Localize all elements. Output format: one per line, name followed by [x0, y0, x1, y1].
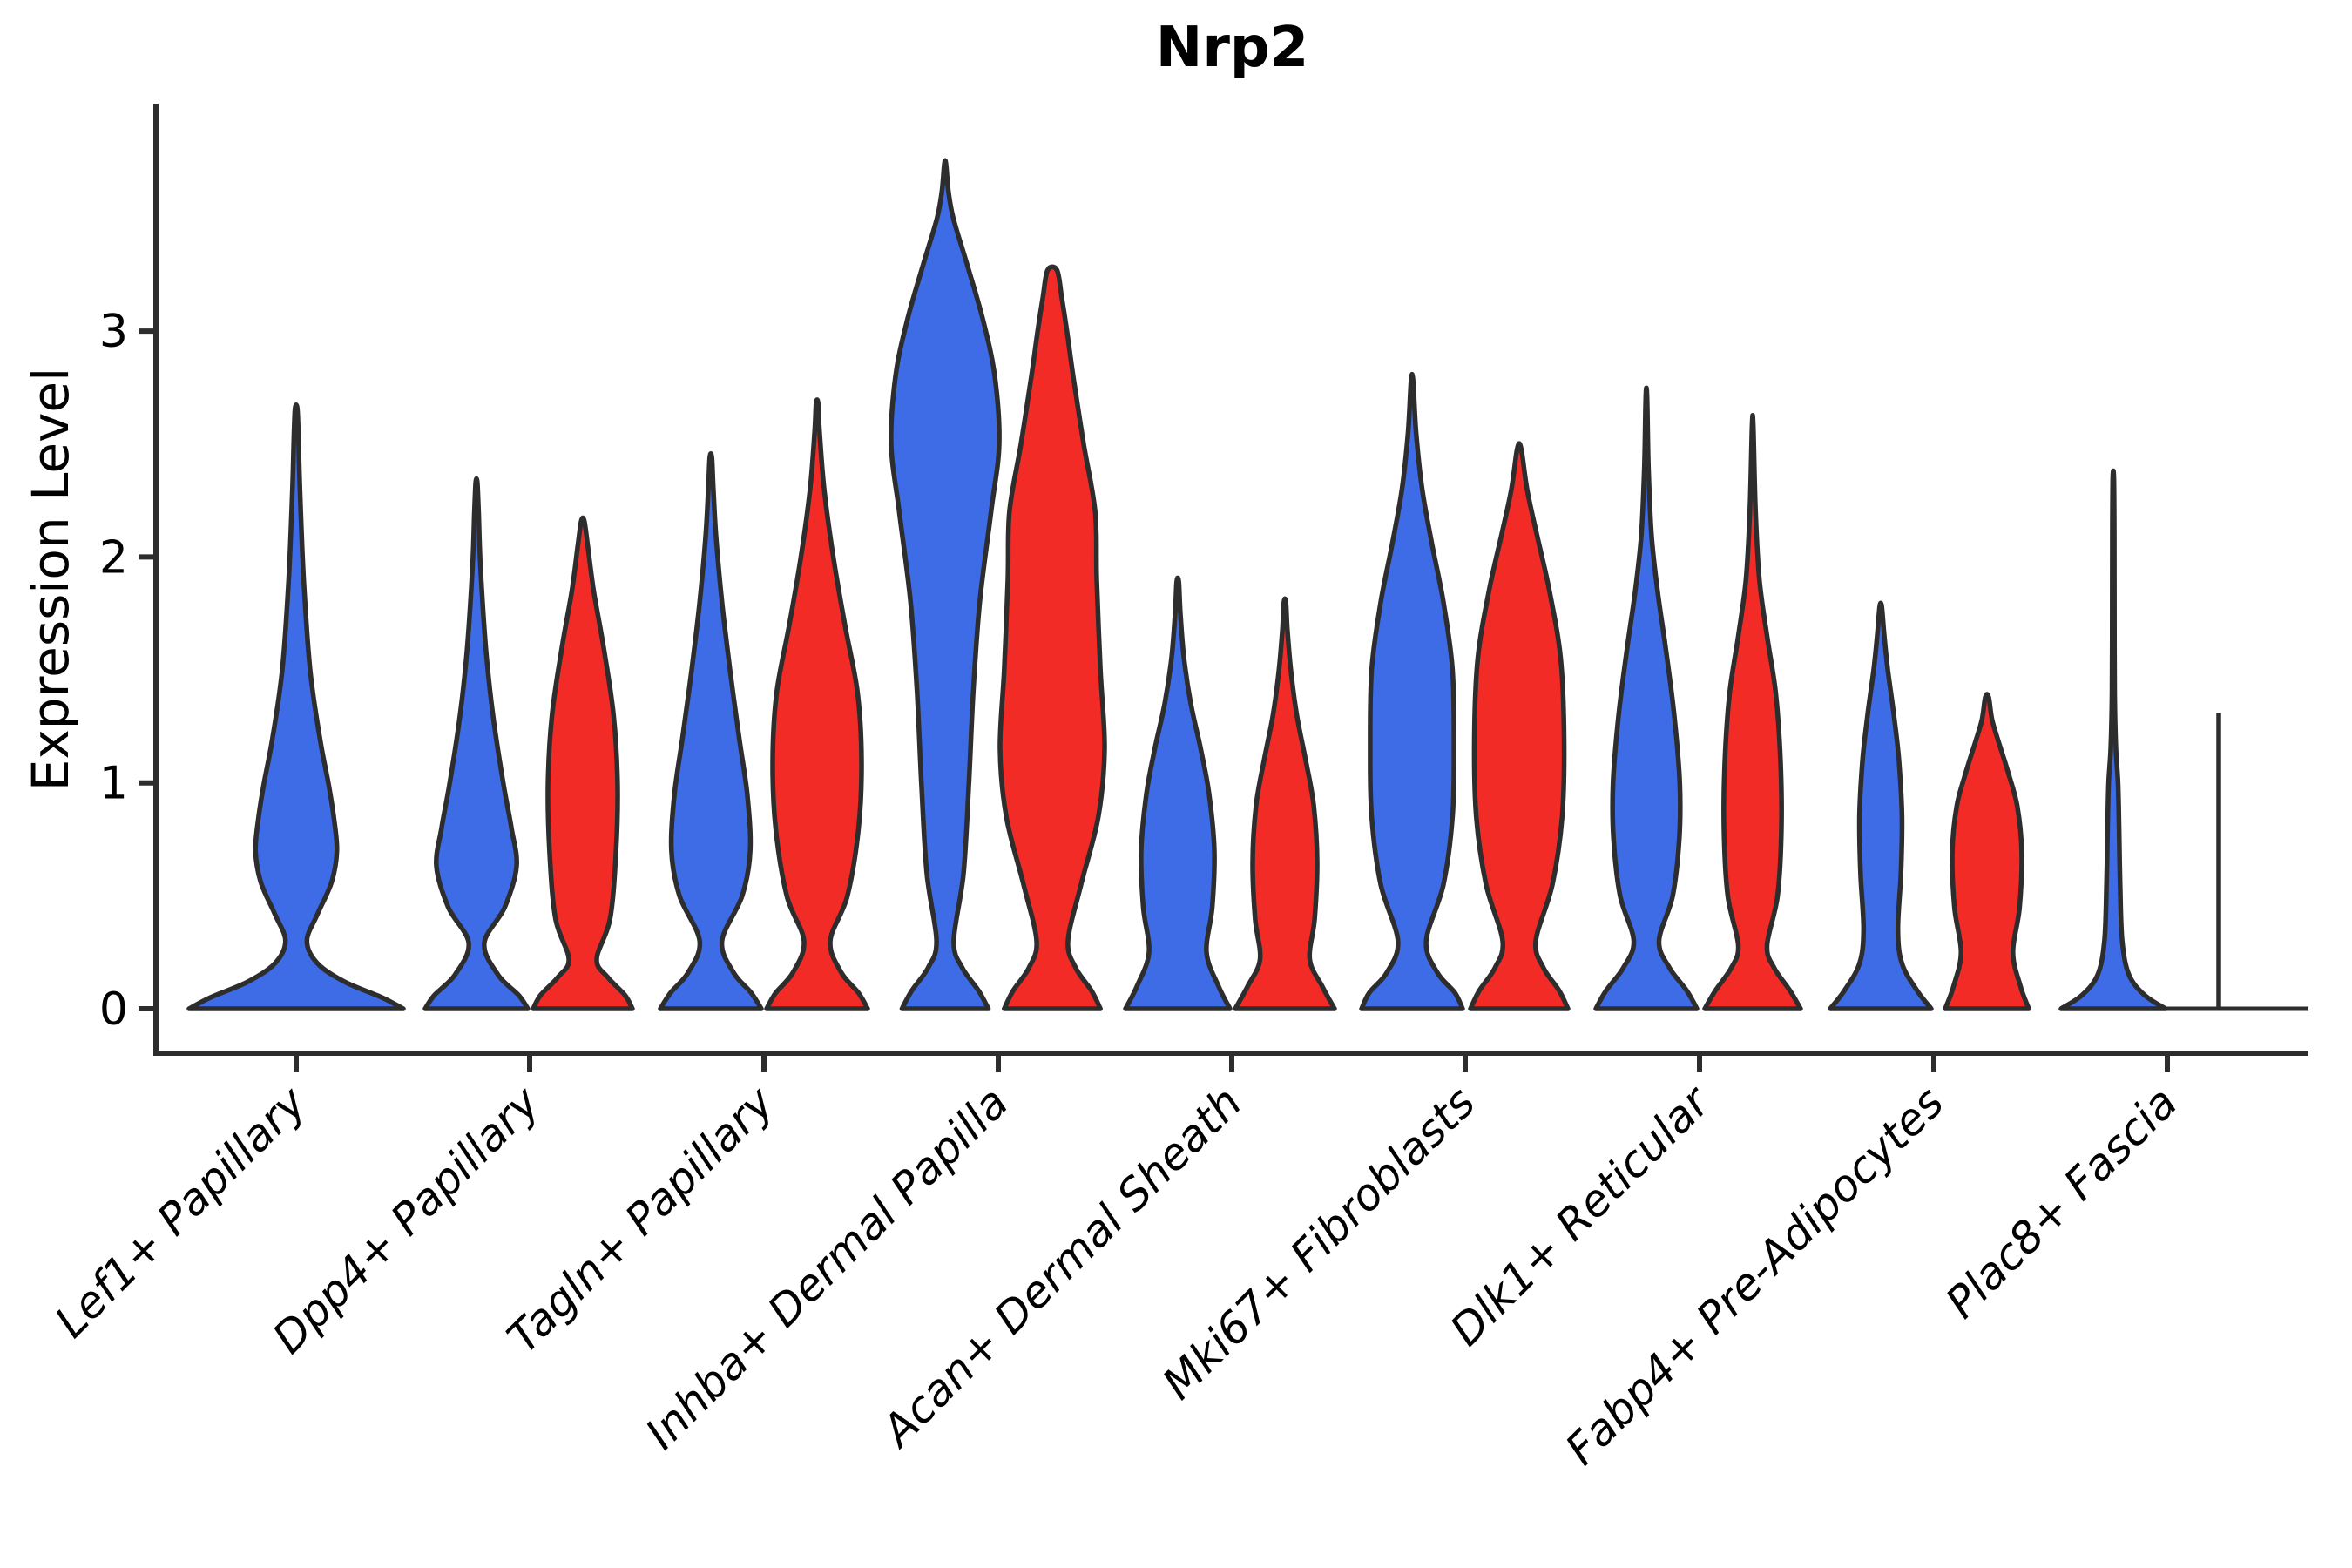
violin-blue	[889, 158, 1002, 1011]
violin-red	[997, 264, 1107, 1011]
violin-red	[764, 397, 870, 1011]
violin-blue	[658, 451, 764, 1011]
violin-red	[1702, 412, 1803, 1011]
y-tick-label: 2	[99, 531, 128, 584]
violin-red	[1233, 596, 1337, 1011]
violin-blue	[422, 476, 531, 1011]
violin-blue	[1593, 385, 1700, 1011]
violin-red	[1468, 441, 1571, 1011]
violin-blue	[1123, 575, 1233, 1011]
violin-blue	[186, 402, 406, 1011]
y-tick-label: 1	[99, 758, 128, 810]
x-category-label: Plac8+ Fascia	[1936, 1077, 2187, 1328]
violin-blue	[1359, 371, 1465, 1011]
x-category-label: Dlk1+ Reticular	[1441, 1075, 1721, 1355]
y-tick-label: 0	[99, 983, 128, 1036]
chart-title: Nrp2	[1155, 16, 1309, 80]
violin-blue	[1828, 600, 1934, 1011]
violin-red	[531, 515, 635, 1011]
x-category-label: Lef1+ Papillary	[45, 1076, 316, 1347]
y-tick-label: 3	[99, 306, 128, 358]
x-category-label: Fabp4+ Pre-Adipocytes	[1556, 1077, 1954, 1475]
violin-red	[1943, 692, 2031, 1011]
violin-blue	[2058, 468, 2168, 1011]
